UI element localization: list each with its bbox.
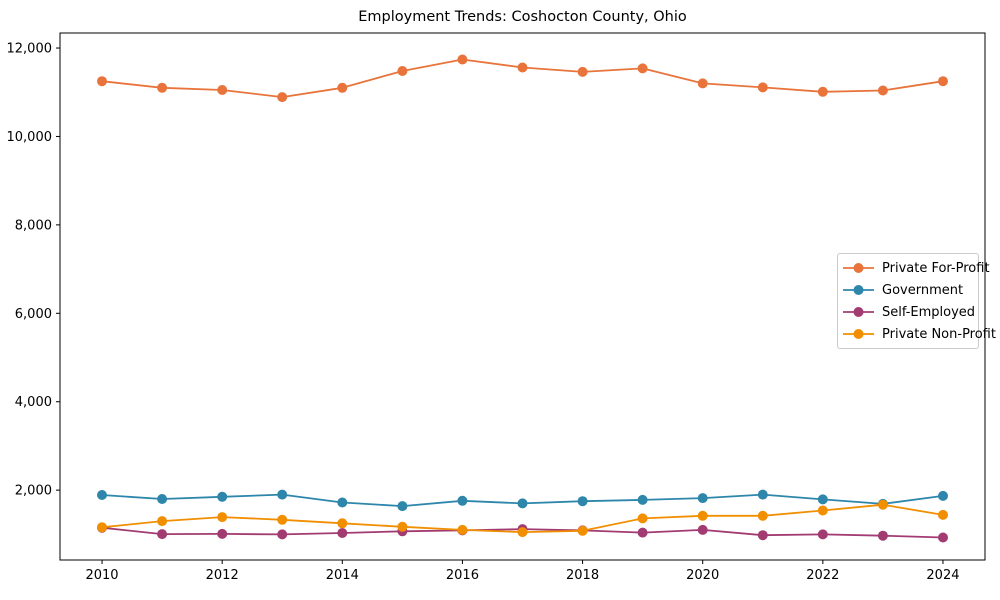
- series-marker: [757, 510, 768, 521]
- series-marker: [157, 529, 168, 540]
- series-marker: [637, 494, 648, 505]
- series-marker: [457, 495, 468, 506]
- legend-line-marker-icon: [843, 285, 874, 295]
- series-marker: [877, 499, 888, 510]
- series-marker: [938, 490, 948, 501]
- series-marker: [817, 529, 828, 540]
- series-marker: [577, 525, 588, 536]
- series-marker: [277, 489, 288, 500]
- chart-title: Employment Trends: Coshocton County, Ohi…: [358, 9, 687, 25]
- series-marker: [517, 62, 528, 73]
- series-marker: [938, 76, 948, 87]
- series-marker: [637, 63, 648, 74]
- series-marker: [637, 513, 648, 524]
- series-marker: [217, 85, 228, 95]
- series-marker: [938, 509, 948, 520]
- x-tick-label: 2024: [926, 568, 959, 583]
- series-marker: [157, 516, 168, 527]
- series-marker: [277, 514, 288, 525]
- legend-item: Private For-Profit: [838, 257, 990, 279]
- legend-label: Government: [882, 282, 964, 298]
- series-marker: [517, 498, 528, 509]
- legend-item: Private Non-Profit: [838, 323, 996, 345]
- legend-line-marker-icon: [843, 263, 874, 273]
- plot-border: [59, 32, 986, 561]
- x-tick-label: 2016: [446, 568, 479, 583]
- legend-line-marker-icon: [843, 329, 874, 339]
- series-marker: [217, 528, 228, 539]
- series-marker: [577, 66, 588, 77]
- y-tick-label: 4,000: [15, 395, 52, 410]
- series-marker: [397, 521, 408, 532]
- series-marker: [97, 76, 107, 87]
- legend-label: Private Non-Profit: [882, 326, 996, 342]
- series-marker: [517, 527, 528, 538]
- series-marker: [757, 530, 768, 541]
- y-tick-label: 8,000: [15, 218, 52, 233]
- y-tick-label: 2,000: [15, 484, 52, 499]
- series-marker: [637, 527, 648, 538]
- legend: Private For-Profit Government Self-Employe…: [837, 253, 996, 349]
- series-marker: [277, 92, 288, 103]
- series-marker: [97, 490, 107, 500]
- series-marker: [757, 489, 768, 500]
- series-marker: [337, 82, 348, 93]
- series-marker: [217, 512, 228, 523]
- legend-item: Government: [838, 279, 978, 301]
- y-tick-label: 10,000: [7, 130, 53, 145]
- series-marker: [397, 66, 408, 76]
- series-marker: [697, 524, 708, 535]
- series-marker: [337, 528, 348, 538]
- x-tick-label: 2014: [326, 568, 359, 583]
- y-tick-label: 12,000: [7, 42, 53, 57]
- legend-label: Self-Employed: [882, 304, 976, 320]
- x-tick-label: 2012: [206, 568, 239, 583]
- legend-line-marker-icon: [843, 307, 874, 317]
- series-marker: [817, 494, 828, 505]
- series-marker: [457, 54, 468, 65]
- series-marker: [97, 522, 107, 533]
- series-marker: [337, 518, 348, 529]
- series-marker: [697, 493, 708, 504]
- series-marker: [757, 82, 768, 93]
- x-tick-label: 2020: [686, 568, 719, 583]
- series-marker: [817, 505, 828, 516]
- x-tick-label: 2010: [85, 568, 118, 583]
- series-marker: [877, 530, 888, 541]
- series-marker: [277, 529, 288, 540]
- series-marker: [577, 496, 588, 507]
- series-marker: [397, 501, 408, 512]
- y-tick-label: 6,000: [15, 307, 52, 322]
- x-tick-label: 2018: [566, 568, 599, 583]
- series-marker: [697, 510, 708, 521]
- series-marker: [217, 491, 228, 502]
- series-marker: [817, 86, 828, 97]
- series-marker: [697, 78, 708, 89]
- x-tick-label: 2022: [806, 568, 839, 583]
- legend-label: Private For-Profit: [882, 260, 990, 276]
- series-marker: [157, 82, 168, 93]
- series-marker: [337, 497, 348, 508]
- series-marker: [457, 524, 468, 535]
- series-marker: [877, 85, 888, 96]
- series-marker: [157, 494, 168, 504]
- legend-item: Self-Employed: [838, 301, 978, 323]
- series-marker: [938, 532, 948, 543]
